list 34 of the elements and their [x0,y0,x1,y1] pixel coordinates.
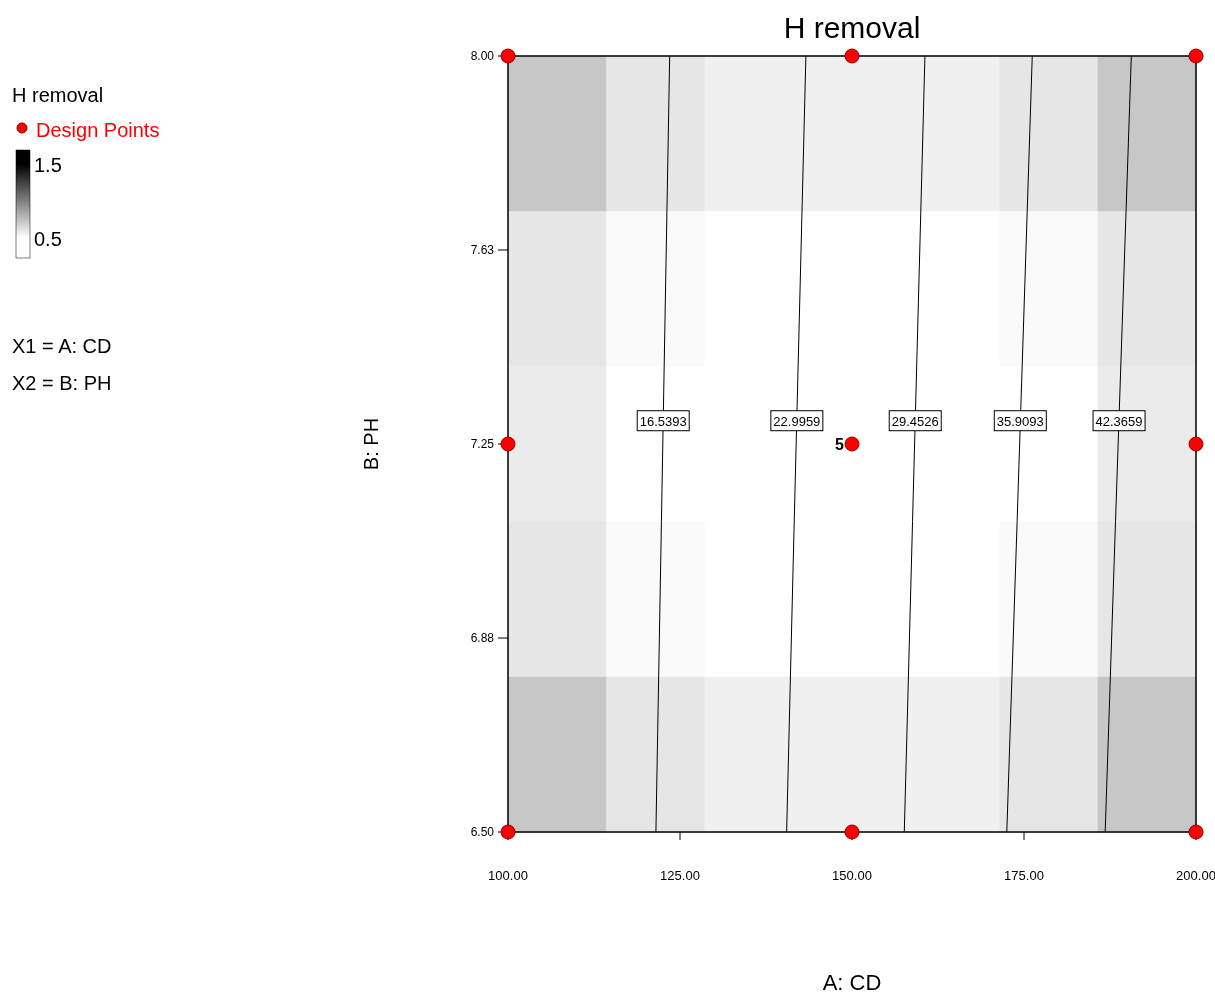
point [1188,436,1204,452]
point [500,48,516,64]
point [844,436,860,452]
point [1188,824,1204,840]
series-label: 35.9093 [996,413,1044,429]
chart-title: H removal [783,11,921,44]
x-axis-title: A: CD [822,970,882,995]
point [1188,48,1204,64]
text: X2 = B: PH [12,372,112,394]
y-tick-label: 8.00 [470,49,495,63]
series-label: 29.4526 [891,413,939,429]
point [844,48,860,64]
text: X1 = A: CD [12,335,112,357]
y-tick-label: 7.63 [470,243,495,257]
legend-label: Design Points [36,119,160,141]
color-bar-label: 0.5 [34,228,62,250]
series-label: 42.3659 [1095,413,1143,429]
legend-title: H removal [12,84,104,106]
y-axis-title: B: PH [360,417,382,471]
x-tick-label: 175.00 [1004,868,1044,883]
y-tick-label: 6.50 [470,825,495,839]
series-label: 16.5393 [639,413,687,429]
color-bar-label: 1.5 [34,154,62,176]
x-tick-label: 100.00 [488,868,528,883]
annotation: 5 [835,436,845,453]
x-tick-label: 200.00 [1176,868,1215,883]
point [500,824,516,840]
point [500,436,516,452]
x-tick-label: 150.00 [832,868,872,883]
point [844,824,860,840]
y-tick-label: 6.88 [470,631,495,645]
y-tick-label: 7.25 [470,437,495,451]
series-label: 22.9959 [773,413,821,429]
x-tick-label: 125.00 [660,868,700,883]
